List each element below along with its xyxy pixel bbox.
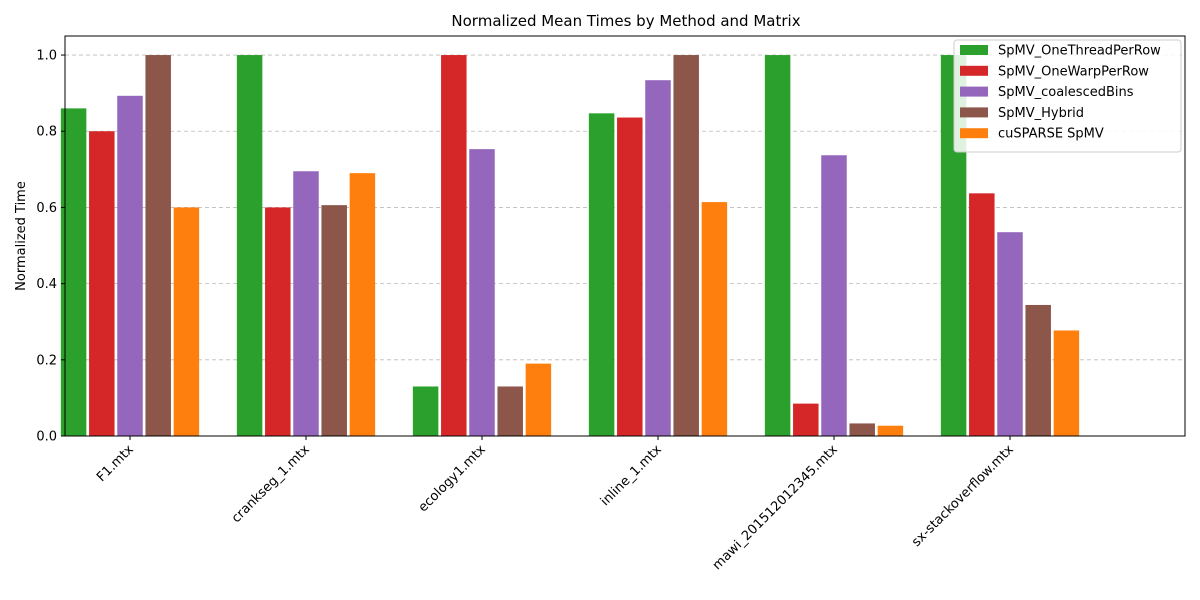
bar-cusparse-spmv-1 xyxy=(349,173,376,436)
bar-spmv-onethreadperrow-2 xyxy=(412,386,439,436)
bar-spmv-onewarpperrow-5 xyxy=(969,193,995,436)
bar-spmv-hybrid-5 xyxy=(1025,304,1051,436)
chart-title: Normalized Mean Times by Method and Matr… xyxy=(451,12,800,30)
bar-spmv-hybrid-4 xyxy=(849,423,875,436)
bar-spmv-onethreadperrow-1 xyxy=(236,55,263,437)
bar-cusparse-spmv-0 xyxy=(173,207,200,436)
bar-spmv-coalescedbins-3 xyxy=(645,80,671,436)
x-tick-label: inline_1.mtx xyxy=(598,442,665,509)
y-tick-label: 0.2 xyxy=(36,353,57,368)
bar-spmv-onewarpperrow-4 xyxy=(793,403,819,436)
bar-spmv-onewarpperrow-3 xyxy=(617,117,643,437)
legend-label: SpMV_coalescedBins xyxy=(998,85,1134,100)
y-tick-label: 0.4 xyxy=(36,277,57,292)
legend-swatch xyxy=(960,128,988,139)
x-tick-label: ecology1.mtx xyxy=(416,442,489,515)
bar-spmv-onethreadperrow-3 xyxy=(588,113,615,436)
legend-box xyxy=(953,39,1182,153)
legend-label: SpMV_OneWarpPerRow xyxy=(998,64,1149,79)
bar-spmv-coalescedbins-2 xyxy=(469,149,495,436)
legend-label: cuSPARSE SpMV xyxy=(998,127,1104,142)
bar-spmv-onethreadperrow-4 xyxy=(764,55,791,437)
x-tick-label: sx-stackoverflow.mtx xyxy=(909,442,1017,550)
bar-cusparse-spmv-3 xyxy=(701,202,728,436)
bar-spmv-hybrid-0 xyxy=(145,55,171,437)
x-tick-label: crankseg_1.mtx xyxy=(229,442,313,526)
y-tick-label: 0.0 xyxy=(36,430,57,445)
bar-cusparse-spmv-2 xyxy=(525,363,552,436)
bar-cusparse-spmv-5 xyxy=(1053,330,1080,436)
bar-spmv-hybrid-1 xyxy=(321,205,347,436)
bar-spmv-coalescedbins-5 xyxy=(997,232,1023,436)
bar-spmv-coalescedbins-0 xyxy=(117,95,143,437)
bar-spmv-onewarpperrow-1 xyxy=(265,207,291,436)
legend-swatch xyxy=(960,65,988,76)
bar-spmv-onewarpperrow-2 xyxy=(441,55,467,437)
bars-group xyxy=(60,55,1080,437)
y-axis-label: Normalized Time xyxy=(14,181,29,291)
bar-spmv-coalescedbins-1 xyxy=(293,171,319,436)
bar-spmv-hybrid-3 xyxy=(673,55,699,437)
bar-spmv-onewarpperrow-0 xyxy=(89,131,115,436)
y-tick-label: 0.8 xyxy=(36,125,57,140)
legend-swatch xyxy=(960,86,988,97)
x-tick-label: mawi_201512012345.mtx xyxy=(710,442,841,573)
legend-label: SpMV_Hybrid xyxy=(998,106,1084,121)
bar-spmv-hybrid-2 xyxy=(497,386,523,436)
legend-swatch xyxy=(960,107,988,118)
x-tick-label: F1.mtx xyxy=(94,442,137,485)
y-tick-label: 1.0 xyxy=(36,49,57,64)
legend-swatch xyxy=(960,45,988,55)
plot-frame xyxy=(64,35,1186,437)
y-axis-ticks: 0.0 0.2 0.4 0.6 0.8 1.0 xyxy=(36,49,65,445)
bar-spmv-coalescedbins-4 xyxy=(821,155,847,436)
bar-cusparse-spmv-4 xyxy=(877,425,904,436)
legend-label: SpMV_OneThreadPerRow xyxy=(998,44,1161,59)
x-axis-ticks: F1.mtx crankseg_1.mtx ecology1.mtx inline_1… xyxy=(94,436,1017,573)
legend: SpMV_OneThreadPerRow SpMV_OneWarpPerRow Sp… xyxy=(953,39,1182,153)
y-tick-label: 0.6 xyxy=(36,201,57,216)
